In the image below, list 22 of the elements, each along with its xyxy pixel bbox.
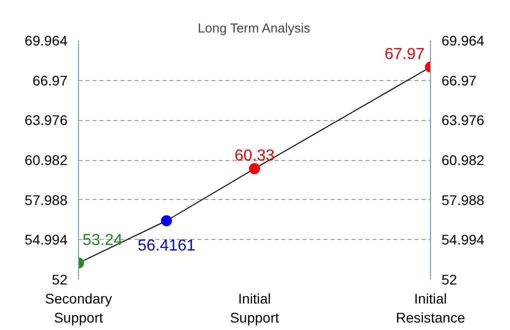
y2-tick-label: 69.964 xyxy=(442,32,485,48)
data-label: 56.4161 xyxy=(138,238,196,255)
y-tick-label: 57.988 xyxy=(24,192,68,208)
x-tick-label: Secondary Support xyxy=(45,290,112,326)
y-tick-label: 66.97 xyxy=(32,72,68,88)
data-label: 60.33 xyxy=(234,148,275,165)
y2-tick-label: 63.976 xyxy=(442,112,485,128)
y-tick-label: 60.982 xyxy=(24,152,68,168)
y-tick-label: 69.964 xyxy=(24,32,68,48)
data-label: 53.24 xyxy=(82,232,123,250)
y2-tick-label: 57.988 xyxy=(442,192,485,208)
y2-tick-label: 52 xyxy=(442,272,458,288)
data-label: 67.97 xyxy=(384,46,425,64)
y2-tick-label: 54.994 xyxy=(442,232,485,248)
x-tick-label: Initial Support xyxy=(230,290,280,326)
y2-tick-label: 66.97 xyxy=(442,72,477,88)
y-tick-label: 52 xyxy=(52,272,68,288)
y-tick-label: 54.994 xyxy=(24,232,68,248)
x-tick-label: Initial Resistance xyxy=(396,290,466,326)
chart-title: Long Term Analysis xyxy=(198,20,311,36)
y-tick-label: 63.976 xyxy=(24,112,68,128)
y2-tick-label: 60.982 xyxy=(442,152,485,168)
